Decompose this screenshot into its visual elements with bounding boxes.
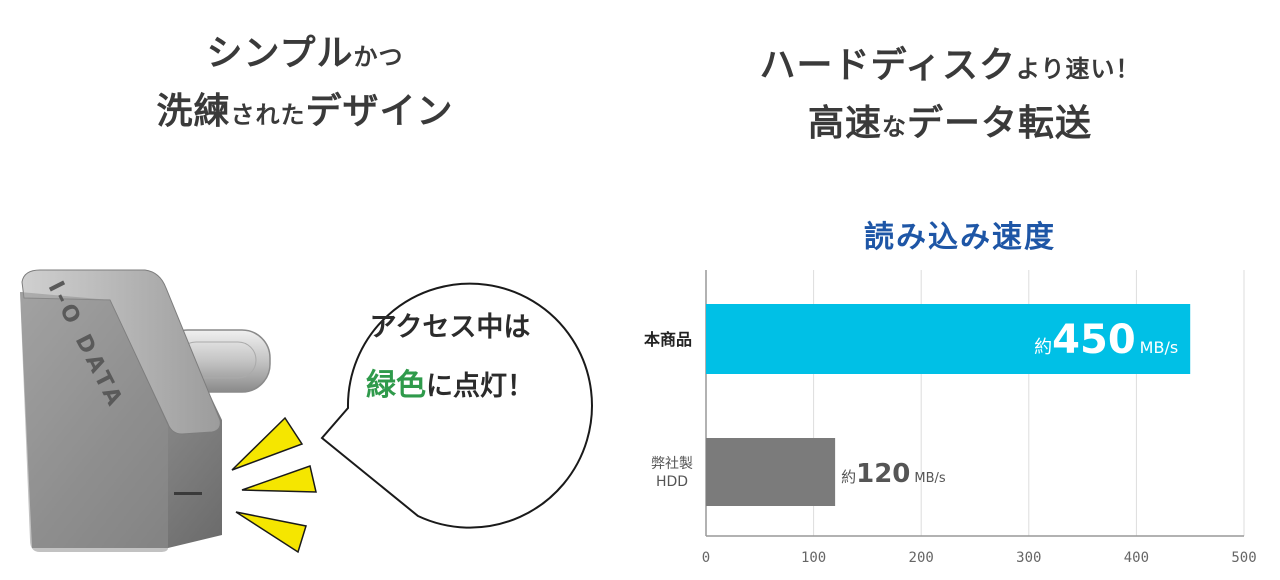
read-speed-chart: 0 100 200 300 400 500 本商品 約450 MB/s 弊社製 HDD 約120 MB/… [644, 270, 1257, 566]
x-tick-label: 200 [909, 550, 934, 566]
design-headline: シンプルかつ 洗練されたデザイン [95, 28, 515, 144]
category-label: 本商品 [644, 330, 692, 349]
light-rays [231, 416, 317, 554]
value-label: 約450 MB/s [1034, 317, 1178, 363]
design-headline-line1: シンプルかつ [206, 33, 404, 74]
speed-headline: ハードディスクより速い！ 高速なデータ転送 [700, 40, 1200, 156]
bubble-line2: 緑色に点灯！ [330, 358, 570, 415]
device-illustration: I-O DATA [20, 269, 593, 554]
value-label: 約120 MB/s [841, 459, 946, 489]
bubble-line1: アクセス中は [369, 312, 531, 343]
category-label: 弊社製 HDD [651, 456, 693, 490]
led-indicator [174, 492, 202, 495]
speed-headline-line1: ハードディスクより速い！ [759, 45, 1141, 86]
speed-headline-line2: 高速なデータ転送 [807, 103, 1093, 144]
design-headline-line2: 洗練されたデザイン [156, 91, 454, 132]
bubble-rest: に点灯！ [426, 371, 534, 402]
chart-title: 読み込み速度 [864, 220, 1056, 255]
x-tick-label: 0 [702, 550, 710, 566]
speech-bubble [320, 282, 593, 529]
bar-0 [706, 304, 1191, 374]
x-tick-label: 400 [1124, 550, 1149, 566]
bubble-highlight: 緑色 [366, 368, 426, 403]
x-tick-label: 100 [801, 550, 826, 566]
x-tick-label: 500 [1231, 550, 1256, 566]
x-tick-label: 300 [1016, 550, 1041, 566]
bar-1 [706, 438, 836, 506]
